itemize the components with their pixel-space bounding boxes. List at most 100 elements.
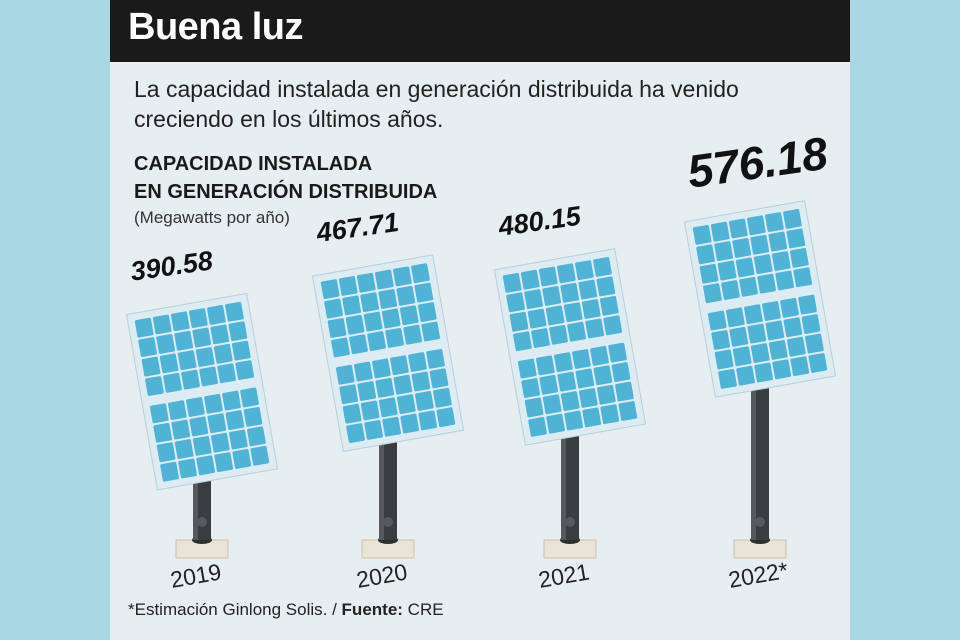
panel-cell xyxy=(506,292,525,313)
panel-cell xyxy=(159,353,179,374)
panel-cell xyxy=(156,334,175,354)
panel-cell xyxy=(593,365,613,386)
panel-cell xyxy=(762,301,781,321)
panel-cell xyxy=(240,387,259,408)
panel-cell xyxy=(721,280,740,300)
panel-cell xyxy=(549,324,568,345)
pole-highlight xyxy=(561,396,566,540)
panel-cell xyxy=(717,260,737,281)
panel-cell xyxy=(228,321,248,342)
panel-cell xyxy=(188,308,208,329)
panel-cell xyxy=(360,292,380,313)
panel-cell xyxy=(396,285,416,306)
panel-cell xyxy=(320,279,340,300)
panel-cell xyxy=(564,410,584,431)
panel-cell xyxy=(703,283,722,304)
panel-cell xyxy=(415,391,434,411)
panel-cell xyxy=(593,257,612,277)
panel-cell xyxy=(582,407,602,428)
panel-cell xyxy=(538,266,558,287)
panel-cell xyxy=(229,429,248,450)
panel-cell xyxy=(418,410,438,431)
value-label: 480.15 xyxy=(496,201,584,242)
panel-cell xyxy=(324,298,343,319)
panel-cell xyxy=(196,455,216,476)
panel-cell xyxy=(729,326,749,347)
panel-cell xyxy=(710,221,730,242)
panel-cell xyxy=(378,397,398,418)
panel-cell xyxy=(232,449,252,469)
value-label: 576.18 xyxy=(684,127,831,198)
panel-cell xyxy=(597,384,616,405)
panel-cell xyxy=(581,299,601,319)
panel-cell xyxy=(138,337,157,358)
panel-cell xyxy=(531,328,550,348)
panel-cell xyxy=(217,363,237,384)
panel-cell xyxy=(528,416,547,437)
panel-cell xyxy=(732,346,752,367)
bar-4: 576.18 2022* xyxy=(683,127,837,593)
category-label: 2019 xyxy=(168,558,223,592)
panel-cell xyxy=(408,352,427,372)
panel-cell xyxy=(353,361,373,382)
panel-cell xyxy=(342,295,361,316)
bar-2: 467.71 2020 xyxy=(311,207,465,593)
panel-cell xyxy=(145,376,164,396)
panel-cell xyxy=(339,384,359,405)
panel-cell xyxy=(367,331,386,351)
panel-cell xyxy=(160,461,179,482)
panel-cell xyxy=(411,371,431,392)
panel-cell xyxy=(744,304,763,325)
panel-cell xyxy=(342,403,362,424)
panel-cell xyxy=(789,247,809,268)
panel-cell xyxy=(735,257,755,278)
pole-joint xyxy=(565,517,575,527)
panel-cell xyxy=(771,251,791,271)
panel-cell xyxy=(527,308,547,329)
panel-cell xyxy=(590,345,609,366)
panel-cell xyxy=(421,321,441,342)
panel-cell xyxy=(768,231,788,252)
solar-panel-chart: 390.58 2019 467.71 2020 480.15 2021 576.18 2022… xyxy=(125,127,837,593)
panel-cell xyxy=(174,439,194,459)
panel-cell xyxy=(174,330,194,351)
panel-cell xyxy=(207,304,226,325)
panel-cell xyxy=(189,416,209,437)
panel-cell xyxy=(539,374,559,395)
panel-cell xyxy=(152,314,172,335)
panel-cell xyxy=(585,318,605,339)
category-label: 2020 xyxy=(354,558,409,592)
bar-3: 480.15 2021 xyxy=(493,201,647,593)
panel-cell xyxy=(178,458,197,479)
panel-cell xyxy=(787,336,806,357)
panel-cell xyxy=(378,289,398,309)
value-label: 467.71 xyxy=(314,207,401,248)
panel-cell xyxy=(177,350,197,371)
panel-cell xyxy=(250,445,270,466)
panel-cell xyxy=(556,263,576,284)
panel-cell xyxy=(801,314,821,334)
infographic-card: Buena luz La capacidad instalada en gene… xyxy=(110,0,850,640)
category-label: 2021 xyxy=(536,558,591,592)
pole-highlight xyxy=(751,348,756,540)
panel-cell xyxy=(399,305,419,326)
panel-cell xyxy=(426,348,445,369)
panel-cell xyxy=(390,355,409,376)
panel-cell xyxy=(374,269,394,290)
panel-cell xyxy=(725,307,745,328)
panel-cell xyxy=(400,413,420,434)
panel-cell xyxy=(542,394,562,415)
panel-cell xyxy=(608,342,627,363)
header-bar: Buena luz xyxy=(110,0,850,62)
panel-cell xyxy=(578,279,598,300)
panel-cell xyxy=(714,349,734,370)
footnote-note: *Estimación Ginlong Solis. / xyxy=(128,600,342,619)
panel-cell xyxy=(375,377,395,398)
panel-cell xyxy=(783,209,802,229)
panel-cell xyxy=(524,289,543,310)
panel-cell xyxy=(596,276,616,297)
panel-cell xyxy=(790,356,810,377)
panel-cell xyxy=(520,269,540,290)
panel-cell xyxy=(600,404,620,425)
panel-cell xyxy=(757,273,776,294)
